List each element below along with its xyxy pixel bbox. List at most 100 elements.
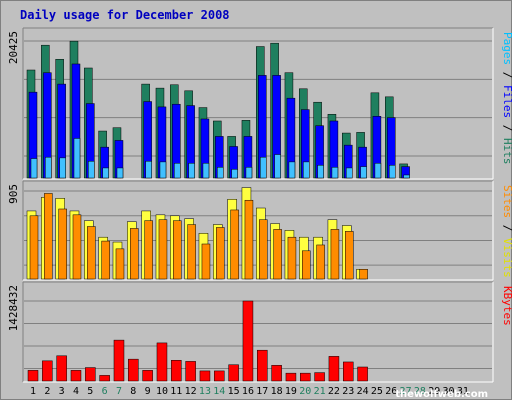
x-tick-label: 10 bbox=[156, 386, 168, 397]
sites-bar bbox=[144, 220, 153, 280]
kbytes-bar bbox=[70, 370, 82, 382]
kbytes-bar bbox=[156, 342, 168, 382]
visits-legend-part: / bbox=[501, 218, 512, 238]
sites-bar bbox=[201, 243, 211, 280]
x-tick-label: 29 bbox=[428, 386, 440, 397]
visits-legend-part: Visits bbox=[501, 238, 512, 278]
pages-bar bbox=[274, 154, 281, 179]
kbytes-bar bbox=[27, 370, 39, 382]
sites-bar bbox=[173, 220, 182, 280]
x-tick-label: 28 bbox=[414, 386, 426, 397]
usage-legend-part: Hits bbox=[501, 138, 512, 165]
x-tick-label: 13 bbox=[199, 386, 211, 397]
kbytes-bar bbox=[285, 372, 297, 382]
x-tick-label: 30 bbox=[443, 386, 455, 397]
x-tick-label: 23 bbox=[342, 386, 354, 397]
chart-title: Daily usage for December 2008 bbox=[20, 8, 230, 22]
usage-legend-part: / bbox=[501, 65, 512, 85]
kbytes-bar bbox=[343, 361, 354, 382]
x-tick-label: 19 bbox=[285, 386, 297, 397]
x-tick-label: 31 bbox=[457, 386, 469, 397]
kbytes-bar bbox=[113, 339, 125, 382]
kbytes-bar bbox=[242, 300, 254, 382]
x-tick-label: 9 bbox=[145, 386, 151, 397]
sites-bar bbox=[101, 240, 110, 280]
kbytes-bar bbox=[357, 366, 368, 382]
x-tick-label: 12 bbox=[185, 386, 197, 397]
pages-bar bbox=[73, 138, 81, 179]
sites-bar bbox=[216, 227, 225, 280]
kbytes-bar bbox=[185, 361, 196, 382]
kbytes-bar bbox=[300, 372, 311, 382]
sites-bar bbox=[259, 219, 268, 280]
x-tick-label: 14 bbox=[213, 386, 225, 397]
x-tick-label: 11 bbox=[170, 386, 182, 397]
sites-bar bbox=[330, 229, 340, 280]
pages-bar bbox=[331, 167, 339, 179]
pages-bar bbox=[231, 169, 238, 179]
pages-bar bbox=[360, 166, 367, 179]
usage-legend-part: Files bbox=[501, 85, 512, 118]
pages-bar bbox=[145, 160, 152, 179]
kbytes-bar bbox=[214, 370, 225, 382]
kbytes-bar bbox=[199, 370, 211, 382]
kbytes-bar bbox=[42, 360, 53, 382]
usage-legend-part: / bbox=[501, 118, 512, 138]
pages-bar bbox=[245, 167, 253, 179]
kbytes-bar bbox=[128, 358, 139, 382]
sites-bar bbox=[130, 228, 139, 280]
sites-bar bbox=[287, 236, 297, 280]
x-tick-label: 15 bbox=[228, 386, 240, 397]
usage-side-legend: Pages / Files / Hits bbox=[501, 32, 512, 165]
visits-side-legend: Sites / Visits bbox=[501, 185, 512, 278]
kbytes-bar bbox=[85, 367, 96, 382]
pages-bar bbox=[174, 162, 181, 179]
x-tick-label: 27 bbox=[400, 386, 412, 397]
pages-bar bbox=[346, 167, 353, 179]
usage-legend-part: Pages bbox=[501, 32, 512, 65]
visits-ymax-label: 905 bbox=[7, 184, 20, 204]
sites-bar bbox=[72, 214, 82, 280]
sites-bar bbox=[273, 229, 282, 280]
kbytes-bar bbox=[56, 355, 67, 382]
x-tick-label: 26 bbox=[385, 386, 397, 397]
pages-bar bbox=[202, 162, 210, 179]
kbytes-legend-part: KBytes bbox=[501, 286, 512, 326]
kbytes-bar bbox=[314, 372, 325, 382]
x-tick-label: 17 bbox=[256, 386, 268, 397]
kbytes-bar bbox=[271, 365, 282, 382]
pages-bar bbox=[159, 161, 167, 179]
pages-bar bbox=[88, 160, 95, 179]
pages-bar bbox=[260, 156, 267, 179]
x-tick-label: 22 bbox=[328, 386, 340, 397]
x-tick-label: 20 bbox=[299, 386, 311, 397]
kbytes-bar bbox=[257, 349, 268, 382]
kbytes-bar bbox=[328, 356, 340, 382]
pages-bar bbox=[389, 165, 396, 179]
sites-bar bbox=[58, 208, 67, 280]
kbytes-ymax-label: 1428432 bbox=[7, 285, 20, 331]
x-tick-label: 7 bbox=[116, 386, 122, 397]
sites-bar bbox=[345, 231, 354, 280]
x-tick-label: 3 bbox=[59, 386, 65, 397]
x-tick-label: 18 bbox=[271, 386, 283, 397]
sites-bar bbox=[29, 215, 39, 280]
sites-bar bbox=[115, 248, 125, 280]
sites-bar bbox=[187, 224, 196, 280]
x-tick-label: 24 bbox=[357, 386, 369, 397]
pages-bar bbox=[374, 162, 382, 179]
x-tick-label: 2 bbox=[44, 386, 50, 397]
sites-bar bbox=[244, 199, 254, 280]
kbytes-bar bbox=[142, 370, 153, 382]
pages-bar bbox=[303, 161, 310, 179]
sites-bar bbox=[359, 269, 368, 280]
usage-ymax-label: 20425 bbox=[7, 31, 20, 64]
x-tick-label: 21 bbox=[314, 386, 326, 397]
sites-bar bbox=[87, 226, 96, 280]
pages-bar bbox=[30, 158, 38, 179]
x-tick-label: 25 bbox=[371, 386, 383, 397]
pages-bar bbox=[317, 165, 324, 179]
x-tick-label: 6 bbox=[102, 386, 108, 397]
